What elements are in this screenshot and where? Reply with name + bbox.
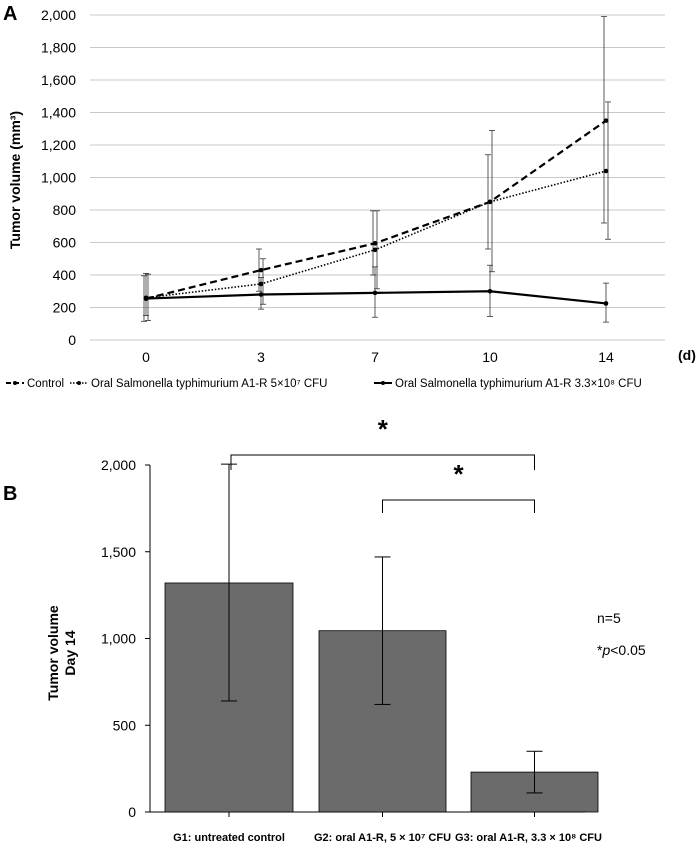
panel-a-series-lines: [145, 119, 607, 305]
panel-b-y-axis-label-line2: Day 14: [62, 630, 78, 675]
panel-b-bars: [164, 582, 599, 813]
panel-a-error-bars: [141, 16, 611, 323]
panel-a-y-tick-label: 1,000: [41, 170, 76, 186]
panel-a-legend: Control Oral Salmonella typhimurium A1-R…: [6, 378, 642, 390]
panel-b-x-tick-label: G3: oral A1-R, 3.3 × 10⁸ CFU: [455, 832, 602, 844]
panel-a-data-point: [487, 199, 493, 205]
panel-b-error-bars: [221, 463, 543, 794]
panel-a-y-tick-label: 600: [53, 235, 77, 251]
panel-a-data-point: [258, 267, 264, 273]
panel-b-y-tick-label: 1,000: [101, 631, 136, 647]
panel-b-n-annotation: n=5: [597, 610, 621, 626]
panel-b-significance-brackets: **: [230, 414, 535, 513]
panel-a-x-tick-label: 3: [257, 349, 265, 365]
panel-a-y-tick-label: 2,000: [41, 7, 76, 23]
panel-a-y-tick-labels: 0 200 400 600 800 1,000 1,200 1,400 1,600 1,800 2,…: [41, 7, 76, 348]
legend-marker-low-dose: [77, 381, 81, 385]
legend-label-high-dose: Oral Salmonella typhimurium A1-R 3.3×10⁸…: [395, 378, 642, 390]
panel-b-x-tick-labels: G1: untreated control G2: oral A1-R, 5 × …: [173, 832, 602, 844]
panel-a-x-tick-labels: 0 3 7 10 14: [142, 349, 614, 365]
p-prefix: *: [597, 642, 603, 658]
panel-a-data-point: [487, 288, 493, 294]
panel-a-y-tick-label: 1,800: [41, 40, 76, 56]
panel-b-y-axis-label-line1: Tumor volume: [45, 605, 61, 701]
legend-label-control: Control: [27, 378, 64, 390]
panel-b-p-annotation: *p<0.05: [597, 642, 646, 658]
p-italic: p: [601, 642, 610, 658]
panel-a-y-tick-label: 200: [53, 300, 77, 316]
panel-b-y-tick-label: 2,000: [101, 457, 136, 473]
panel-b-x-tick-label: G2: oral A1-R, 5 × 10⁷ CFU: [314, 832, 451, 844]
panel-b: B Tumor volume Day 14 0 500 1,000 1,500 2,00…: [3, 414, 646, 844]
legend-item-low-dose: Oral Salmonella typhimurium A1-R 5×10⁷ C…: [70, 378, 328, 390]
panel-b-x-tick-label: G1: untreated control: [173, 832, 285, 844]
legend-item-control: Control: [6, 378, 64, 390]
panel-a-y-tick-label: 1,200: [41, 137, 76, 153]
legend-marker-control: [13, 381, 17, 385]
panel-a-label: A: [3, 3, 17, 25]
panel-a-data-point: [372, 290, 378, 296]
panel-a-data-point: [603, 168, 609, 174]
panel-a: A 0 200 400 600 800 1,000 1,200 1,400 1,600 1,800…: [3, 3, 696, 390]
panel-b-significance-star: *: [453, 459, 464, 489]
panel-a-series-line: [145, 170, 607, 299]
panel-a-data-point: [603, 118, 609, 123]
panel-a-y-tick-label: 0: [68, 332, 76, 348]
panel-a-data-point: [372, 241, 378, 246]
panel-a-y-axis-label: Tumor volume (mm³): [7, 111, 23, 249]
legend-item-high-dose: Oral Salmonella typhimurium A1-R 3.3×10⁸…: [374, 378, 642, 390]
panel-a-x-tick-label: 10: [482, 349, 498, 365]
panel-a-y-tick-label: 1,600: [41, 72, 76, 88]
panel-b-y-tick-labels: 0 500 1,000 1,500 2,000: [101, 457, 136, 820]
panel-b-y-tick-label: 1,500: [101, 544, 136, 560]
panel-a-x-axis-label: (d): [678, 347, 696, 363]
panel-a-y-tick-label: 400: [53, 267, 77, 283]
panel-b-significance-bracket: [230, 454, 535, 470]
panel-a-y-tick-label: 800: [53, 202, 77, 218]
panel-a-data-point: [143, 296, 149, 301]
panel-b-significance-star: *: [378, 414, 389, 444]
panel-a-points: [143, 118, 609, 306]
panel-a-x-tick-label: 14: [598, 349, 614, 365]
panel-a-data-point: [258, 292, 264, 297]
panel-a-data-point: [258, 281, 264, 287]
panel-a-x-tick-label: 0: [142, 349, 150, 365]
p-suffix: <0.05: [610, 642, 646, 658]
panel-b-label: B: [3, 483, 17, 505]
legend-label-low-dose: Oral Salmonella typhimurium A1-R 5×10⁷ C…: [91, 378, 328, 390]
panel-b-significance-bracket: [382, 499, 535, 513]
panel-a-gridlines: [90, 14, 665, 341]
panel-a-x-tick-label: 7: [371, 349, 379, 365]
panel-a-y-tick-label: 1,400: [41, 105, 76, 121]
panel-b-y-tick-label: 500: [113, 717, 137, 733]
panel-b-y-tick-label: 0: [128, 804, 136, 820]
panel-a-data-point: [603, 301, 609, 306]
legend-marker-high-dose: [381, 381, 385, 385]
panel-a-data-point: [372, 247, 378, 253]
